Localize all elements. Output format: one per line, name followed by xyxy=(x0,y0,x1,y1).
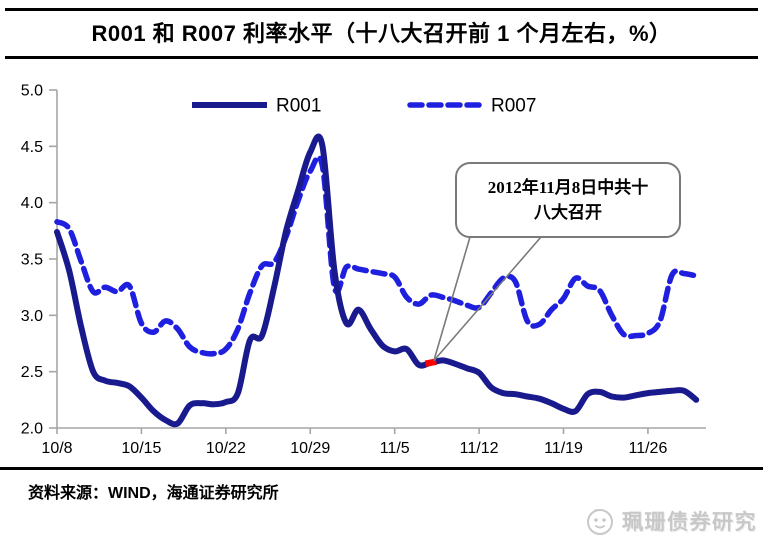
legend: R001 R007 xyxy=(192,96,536,117)
y-tick-label: 3.0 xyxy=(21,308,43,325)
y-tick-label: 4.5 xyxy=(21,139,43,156)
rate-line-chart: R001 R007 2.0 2.5 3.0 3.5 4.0 4.5 5.0 10/8 10/15… xyxy=(21,83,706,458)
footer-rule xyxy=(0,467,763,470)
event-callout-line1: 2012年11月8日中共十 xyxy=(487,177,649,197)
event-callout: 2012年11月8日中共十 八大召开 xyxy=(455,162,681,238)
x-tick-label: 11/26 xyxy=(629,440,668,457)
callout-pointer xyxy=(433,236,542,362)
y-tick-label: 5.0 xyxy=(21,83,43,100)
x-tick-label: 11/5 xyxy=(380,440,410,457)
y-tick-label: 4.0 xyxy=(21,195,43,212)
tick-labels: 2.0 2.5 3.0 3.5 4.0 4.5 5.0 10/8 10/15 10/22 10/29… xyxy=(21,83,668,458)
axes xyxy=(49,89,706,434)
y-tick-label: 2.5 xyxy=(21,364,43,381)
mascot-icon xyxy=(587,509,613,535)
x-tick-label: 11/12 xyxy=(460,440,499,457)
x-tick-label: 10/29 xyxy=(290,440,330,457)
legend-r001-label: R001 xyxy=(276,96,321,117)
figure-title: R001 和 R007 利率水平（十八大召开前 1 个月左右，%） xyxy=(91,21,672,46)
legend-r007-label: R007 xyxy=(491,96,536,117)
brand-watermark: 珮珊债券研究 xyxy=(583,504,757,538)
y-tick-label: 3.5 xyxy=(21,252,43,269)
source-note: 资料来源：WIND，海通证券研究所 xyxy=(28,485,279,502)
x-tick-label: 10/15 xyxy=(121,440,161,457)
highlight-segment-11-8 xyxy=(424,358,437,367)
title-top-rule xyxy=(5,8,758,11)
event-callout-line2: 八大召开 xyxy=(534,203,602,222)
x-tick-label: 10/22 xyxy=(206,440,246,457)
x-tick-label: 10/8 xyxy=(41,440,72,457)
title-bottom-rule xyxy=(5,56,758,59)
series-R007 xyxy=(54,154,699,357)
y-tick-label: 2.0 xyxy=(21,421,43,438)
series-R001 xyxy=(54,133,700,428)
brand-name: 珮珊债券研究 xyxy=(622,511,757,534)
x-tick-label: 11/19 xyxy=(544,440,583,457)
